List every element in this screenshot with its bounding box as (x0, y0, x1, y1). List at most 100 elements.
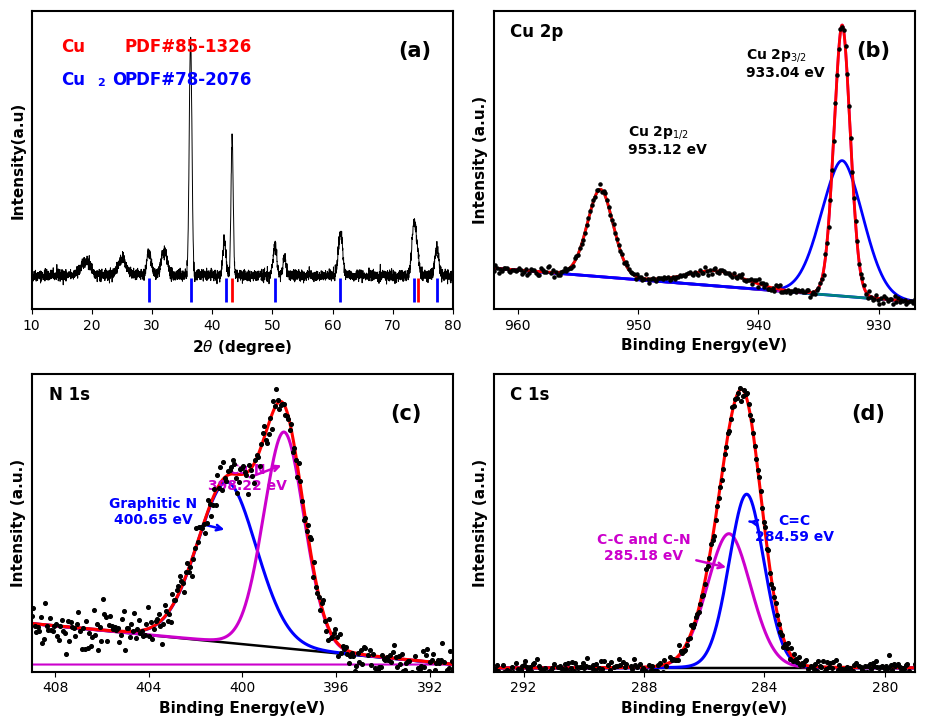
Point (617, 257, 632, 268)
Text: Cu 2p: Cu 2p (510, 23, 564, 41)
Point (834, 22, 849, 33)
Point (546, 658, 561, 670)
Point (563, 662, 578, 674)
Point (307, 556, 321, 568)
Point (895, 662, 910, 674)
Point (554, 662, 569, 674)
Point (640, 273, 655, 284)
Point (708, 514, 723, 526)
Point (530, 653, 544, 664)
Point (513, 264, 528, 276)
Point (627, 268, 642, 279)
Point (244, 470, 259, 481)
Point (807, 658, 822, 670)
Point (723, 269, 738, 281)
Point (381, 654, 395, 666)
Point (707, 262, 722, 274)
Point (518, 656, 532, 667)
Point (824, 164, 839, 176)
Point (613, 659, 628, 671)
Point (369, 666, 383, 678)
Point (895, 295, 910, 307)
Point (539, 671, 554, 683)
Point (644, 664, 658, 675)
Point (420, 643, 435, 654)
Point (578, 228, 593, 239)
Point (779, 643, 794, 654)
Point (44, 624, 58, 636)
Point (72, 625, 87, 637)
Point (419, 649, 433, 661)
Point (559, 265, 574, 277)
Point (845, 664, 860, 676)
Point (675, 647, 690, 659)
Point (833, 663, 848, 675)
Point (47, 621, 62, 632)
Point (738, 387, 753, 399)
Point (512, 669, 527, 680)
Point (818, 249, 832, 260)
Point (692, 606, 707, 618)
Point (651, 659, 666, 671)
Point (157, 599, 172, 611)
Point (637, 666, 652, 678)
Point (778, 638, 793, 650)
Point (844, 668, 858, 680)
Point (207, 483, 222, 494)
Point (860, 661, 875, 672)
Point (175, 577, 190, 588)
Point (367, 662, 382, 674)
Point (496, 666, 511, 678)
Point (697, 578, 712, 590)
Point (716, 463, 731, 475)
Point (633, 271, 648, 283)
Point (530, 269, 544, 281)
Point (746, 274, 761, 286)
Point (275, 398, 290, 410)
Point (647, 665, 662, 677)
Point (527, 264, 542, 276)
Point (596, 656, 611, 667)
Point (95, 593, 110, 605)
Point (639, 665, 654, 677)
Point (568, 657, 582, 669)
Point (588, 191, 603, 203)
Point (750, 465, 765, 476)
Point (814, 662, 829, 673)
Point (566, 260, 581, 272)
Point (121, 622, 136, 634)
Point (594, 656, 608, 667)
Point (76, 622, 91, 634)
Point (328, 623, 343, 635)
Point (637, 273, 652, 285)
Point (820, 656, 834, 668)
Point (100, 635, 115, 646)
Point (657, 654, 671, 666)
Point (357, 640, 371, 652)
Point (858, 288, 873, 300)
Point (234, 462, 249, 473)
Point (904, 296, 919, 308)
Point (564, 262, 579, 274)
Point (273, 399, 288, 411)
Point (684, 268, 699, 280)
Point (227, 458, 242, 470)
Point (436, 656, 451, 668)
Point (828, 97, 843, 109)
Point (582, 669, 597, 680)
Point (650, 272, 665, 284)
Point (319, 625, 333, 637)
Point (811, 656, 826, 667)
Point (696, 589, 711, 601)
Point (177, 587, 192, 598)
Point (565, 656, 580, 667)
Y-axis label: Intensity(a.u): Intensity(a.u) (11, 101, 26, 219)
Point (586, 659, 601, 670)
Point (50, 630, 65, 641)
Point (711, 268, 726, 279)
Point (817, 666, 832, 678)
Point (625, 664, 640, 675)
Point (191, 537, 206, 548)
Point (621, 263, 636, 275)
Point (558, 663, 573, 675)
